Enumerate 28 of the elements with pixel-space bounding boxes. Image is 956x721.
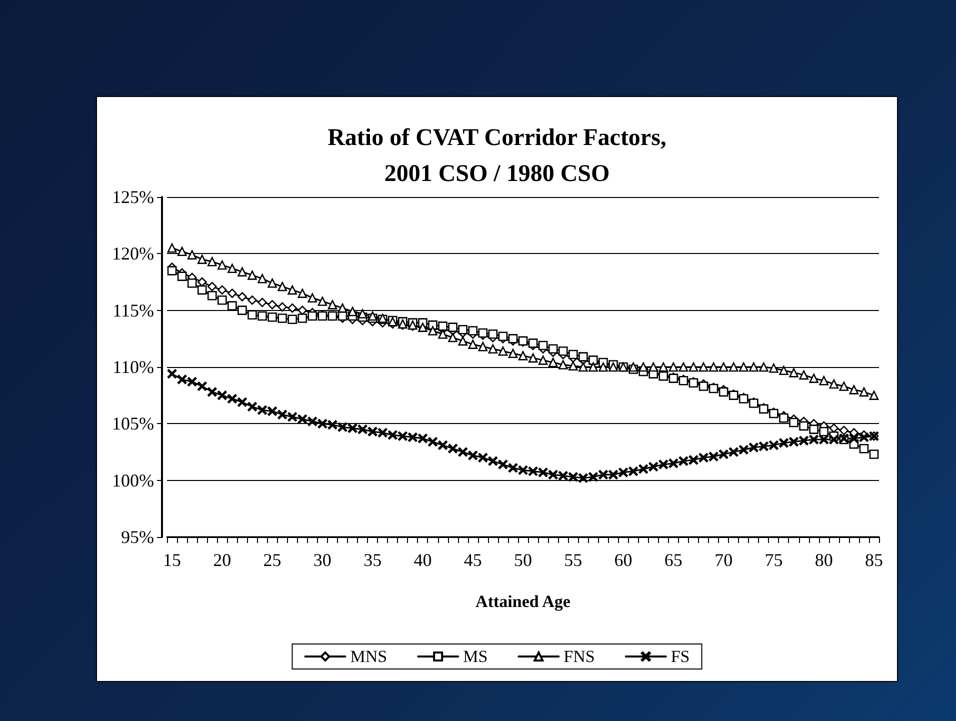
x-tick-label: 80 — [814, 550, 833, 570]
x-tick-label: 55 — [564, 550, 582, 570]
y-tick-label: 95% — [121, 527, 154, 547]
x-tick-label: 85 — [864, 550, 883, 570]
x-tick-label: 30 — [313, 550, 332, 570]
x-tick-label: 65 — [664, 550, 682, 570]
y-tick-label: 120% — [112, 244, 154, 264]
legend-label: FS — [670, 647, 690, 666]
chart-title: Ratio of CVAT Corridor Factors, 2001 CSO / 1980 CSO — [328, 125, 666, 187]
x-tick-label: 70 — [714, 550, 733, 570]
y-tick-label: 115% — [112, 300, 154, 320]
y-tick-label: 105% — [112, 414, 154, 434]
x-tick-label: 75 — [764, 550, 783, 570]
x-tick-label: 60 — [614, 550, 632, 570]
legend-label: MNS — [350, 647, 388, 666]
x-tick-label: 15 — [163, 550, 182, 570]
x-tick-label: 25 — [263, 550, 282, 570]
x-tick-label: 45 — [464, 550, 482, 570]
legend-label: MS — [463, 647, 488, 666]
x-tick-label: 35 — [364, 550, 382, 570]
x-axis-title: Attained Age — [476, 592, 571, 611]
x-tick-label: 50 — [514, 550, 532, 570]
x-tick-label: 20 — [213, 550, 232, 570]
y-tick-label: 125% — [112, 187, 154, 207]
x-tick-label: 40 — [414, 550, 432, 570]
y-tick-label: 110% — [112, 357, 154, 377]
legend-label: FNS — [564, 647, 595, 666]
y-tick-label: 100% — [112, 470, 154, 490]
